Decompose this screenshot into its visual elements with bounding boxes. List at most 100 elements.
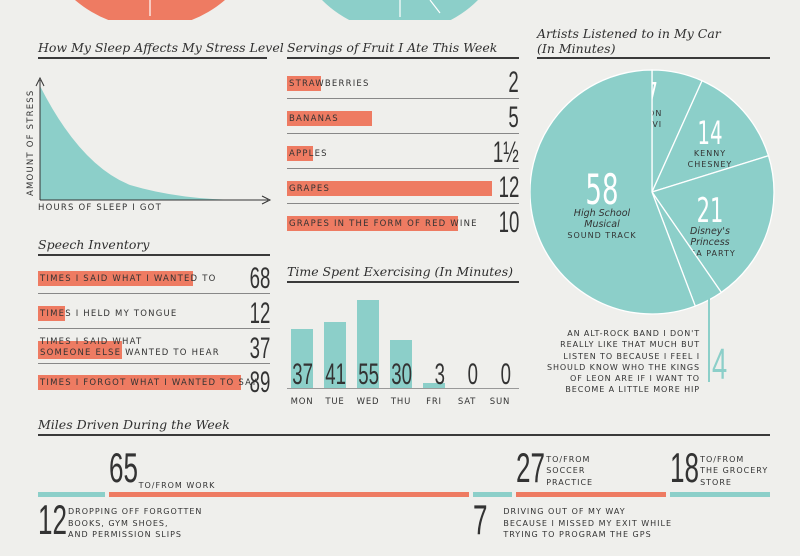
exercise-day-label: SAT	[457, 397, 477, 407]
exercise-day-label: THU	[390, 397, 412, 407]
exercise-bar	[291, 328, 313, 388]
miles-value: 7	[473, 496, 488, 543]
fruit-bar	[287, 216, 458, 231]
speech-value: 89	[249, 366, 270, 399]
speech-value: 68	[249, 262, 270, 295]
sleep-title-rule	[38, 57, 267, 59]
exercise-bar	[390, 340, 412, 388]
miles-segment	[516, 492, 667, 497]
speech-value: 37	[249, 332, 270, 365]
miles-chart-title: Miles Driven During the Week	[38, 417, 230, 432]
speech-label: TIMES I HELD MY TONGUE	[40, 309, 178, 319]
callout-line: BECOME A LITTLE MORE HIP	[565, 385, 700, 395]
pie-slice	[530, 69, 697, 315]
callout-line: AN ALT-ROCK BAND I DON'T	[567, 329, 700, 338]
miles-label-line: BOOKS, GYM SHOES,	[68, 518, 169, 528]
miles-label-line: TO/FROM	[546, 454, 591, 464]
exercise-chart: 37 MON 41 TUE 55 WED 30 THU 3 FRI 0 SAT 0 SUN	[287, 288, 519, 413]
speech-row: TIMES I SAID WHAT I WANTED TO 68	[38, 262, 270, 295]
speech-label-line2: SOMEONE ELSE WANTED TO HEAR	[40, 348, 220, 358]
miles-label-line: PRACTICE	[546, 477, 594, 487]
exercise-day-label: FRI	[426, 397, 442, 407]
miles-label: TO/FROM WORK	[139, 480, 216, 492]
callout-line: OF LEON ARE IF I WANT TO	[570, 374, 700, 384]
speech-label: TIMES I FORGOT WHAT I WANTED TO SAY	[40, 378, 258, 388]
callout-line: LISTEN TO BECAUSE I FEEL I	[563, 351, 700, 361]
exercise-chart-title: Time Spent Exercising (In Minutes)	[287, 264, 514, 279]
fruit-label: GRAPES IN THE FORM OF RED WINE	[289, 219, 478, 229]
exercise-baseline	[287, 388, 519, 389]
callout-line: SHOULD KNOW WHO THE KINGS	[546, 362, 700, 372]
miles-label-line: STORE	[700, 477, 732, 487]
artists-title-rule	[537, 57, 770, 59]
speech-bar	[38, 271, 194, 286]
exercise-value: 30	[391, 358, 412, 391]
pie-slice-label: CHESNEY	[688, 160, 733, 169]
pie-slice-value: 14	[697, 115, 722, 152]
pie-slice-label: Musical	[584, 219, 620, 230]
miles-label-line: TO/FROM	[700, 454, 745, 464]
sleep-y-label: AMOUNT OF STRESS	[26, 89, 36, 196]
miles-label-line: TO/FROM WORK	[138, 481, 216, 490]
miles-label-line: TRYING TO PROGRAM THE GPS	[503, 530, 652, 539]
pie-slice-label: Disney's	[690, 226, 730, 237]
fruit-chart-title: Servings of Fruit I Ate This Week	[287, 40, 498, 55]
exercise-value: 0	[467, 358, 478, 391]
fruit-label: GRAPES	[289, 184, 331, 194]
miles-label: DRIVING OUT OF MY WAY BECAUSE I MISSED MY…	[503, 506, 672, 541]
fruit-value: 10	[498, 206, 519, 239]
pie-slice-value: 21	[697, 191, 724, 231]
exercise-bar	[324, 322, 346, 388]
speech-bar	[38, 375, 241, 390]
miles-segment	[108, 492, 470, 497]
speech-value: 12	[249, 297, 270, 330]
artists-chart-title-line2: (In Minutes)	[537, 41, 616, 56]
fruit-bar	[287, 181, 492, 196]
miles-label: TO/FROM SOCCER PRACTICE	[546, 454, 593, 489]
exercise-value: 3	[434, 358, 445, 391]
speech-bar	[38, 306, 66, 321]
callout-leader-line	[708, 292, 710, 382]
miles-label-line: SOCCER	[546, 466, 586, 475]
fruit-value: 2	[508, 66, 519, 99]
miles-label-line: BECAUSE I MISSED MY EXIT WHILE	[503, 518, 673, 528]
top-decorative-circles	[75, 0, 478, 20]
miles-label-line: DRIVING OUT OF MY WAY	[503, 507, 626, 516]
fruit-bar	[287, 146, 313, 161]
fruit-title-rule	[287, 57, 519, 59]
speech-row: TIMES I FORGOT WHAT I WANTED TO SAY 89	[38, 366, 270, 399]
exercise-bar	[423, 383, 445, 388]
pie-slice-label: High School	[574, 208, 631, 219]
fruit-value: 1½	[493, 136, 519, 169]
fruit-row: STRAWBERRIES 2	[287, 66, 519, 99]
stress-area	[40, 86, 245, 200]
fruit-row: GRAPES IN THE FORM OF RED WINE 10	[287, 206, 519, 239]
fruit-value: 5	[508, 101, 519, 134]
exercise-bar	[357, 300, 379, 388]
miles-segment	[670, 492, 770, 497]
exercise-value: 41	[325, 358, 346, 391]
callout-line: REALLY LIKE THAT MUCH BUT	[560, 340, 700, 350]
x-arrow-icon	[261, 195, 272, 205]
miles-label-line: AND PERMISSION SLIPS	[68, 530, 182, 539]
sleep-chart-title: How My Sleep Affects My Stress Level	[38, 40, 284, 55]
pie-slice-label: TEA PARTY	[683, 249, 736, 258]
fruit-label: BANANAS	[289, 114, 339, 124]
miles-segment	[38, 492, 105, 497]
miles-label: TO/FROM THE GROCERY STORE	[700, 454, 768, 489]
exercise-title-rule	[287, 281, 519, 283]
exercise-day-label: SUN	[489, 397, 511, 407]
pie-slice-value: 58	[585, 167, 618, 215]
callout-number: 4	[712, 340, 728, 389]
miles-value: 18	[670, 444, 700, 491]
miles-value: 27	[516, 444, 546, 491]
speech-label: TIMES I SAID WHAT	[40, 337, 143, 347]
sleep-x-label: HOURS OF SLEEP I GOT	[38, 203, 162, 213]
miles-label-line: THE GROCERY	[700, 466, 769, 475]
speech-bar	[38, 341, 123, 359]
speech-label: TIMES I SAID WHAT I WANTED TO	[40, 274, 217, 284]
exercise-day-label: WED	[356, 397, 380, 407]
pie-slice-label: KENNY	[694, 149, 726, 158]
fruit-label: APPLES	[289, 149, 328, 159]
fruit-row: BANANAS 5	[287, 101, 519, 134]
